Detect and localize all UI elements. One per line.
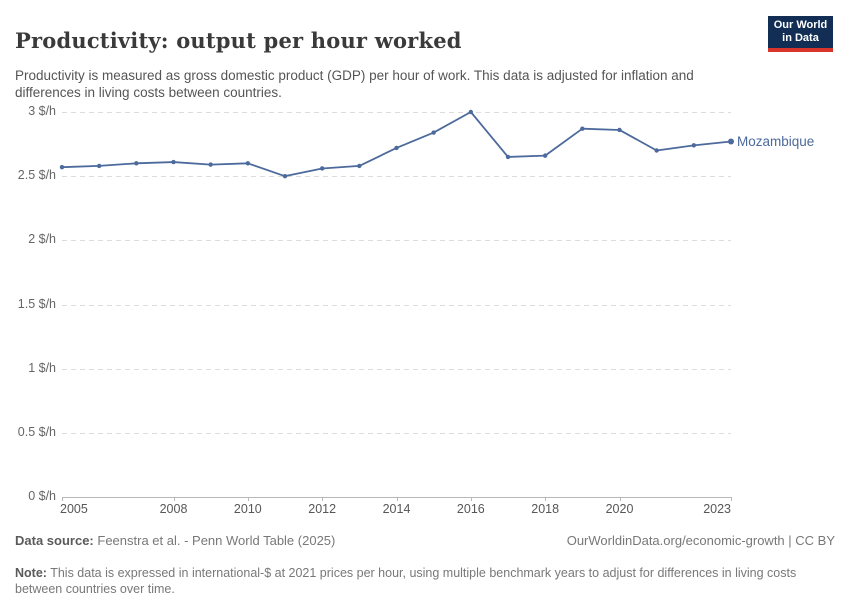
x-tick-mark-2005	[62, 497, 63, 501]
footer-source-row: Data source: Feenstra et al. - Penn Worl…	[15, 533, 835, 548]
data-point-2018[interactable]	[542, 153, 548, 158]
x-tick-label-2010: 2010	[233, 502, 262, 516]
data-point-2022[interactable]	[691, 143, 697, 148]
footer-license-link[interactable]: OurWorldinData.org/economic-growth | CC …	[566, 533, 835, 548]
data-point-2011[interactable]	[282, 173, 288, 179]
series-path[interactable]	[61, 111, 732, 178]
x-tick-label-2012: 2012	[308, 502, 337, 516]
x-tick-label-2023: 2023	[703, 502, 731, 516]
data-point-2007[interactable]	[134, 161, 139, 166]
data-source-value: Feenstra et al. - Penn World Table (2025…	[97, 533, 336, 548]
series-line-mozambique[interactable]	[59, 109, 734, 497]
x-tick-mark-2010	[247, 497, 249, 501]
x-tick-mark-2012	[322, 497, 324, 501]
data-point-2013[interactable]	[357, 163, 362, 169]
data-point-2023[interactable]	[728, 138, 734, 145]
data-point-2009[interactable]	[208, 162, 213, 167]
gridline-1.5	[62, 304, 731, 306]
data-point-2020[interactable]	[617, 127, 622, 133]
y-tick-label-1.5: 1.5 $/h	[17, 296, 56, 311]
series-label-mozambique[interactable]: Mozambique	[737, 133, 815, 149]
data-point-2015[interactable]	[431, 130, 436, 135]
page-title: Productivity: output per hour worked	[15, 28, 462, 54]
data-source-text: Data source: Feenstra et al. - Penn Worl…	[15, 533, 335, 548]
y-tick-label-1: 1 $/h	[28, 360, 56, 375]
y-tick-label-2.5: 2.5 $/h	[17, 168, 56, 183]
gridline-2.5	[62, 176, 731, 178]
x-tick-label-2018: 2018	[531, 502, 560, 516]
x-tick-label-2005: 2005	[60, 502, 88, 516]
x-tick-mark-2018	[545, 497, 547, 501]
x-tick-mark-2016	[470, 497, 472, 501]
x-tick-mark-2008	[173, 497, 175, 501]
x-tick-mark-2020	[619, 497, 621, 501]
data-point-2021[interactable]	[654, 148, 659, 153]
data-point-2012[interactable]	[319, 166, 325, 171]
footer-note-text: This data is expressed in international-…	[15, 565, 797, 597]
data-source-label: Data source:	[15, 533, 94, 548]
data-point-2008[interactable]	[171, 159, 176, 165]
gridline-3	[62, 112, 731, 113]
owid-logo-line2: in Data	[782, 32, 819, 44]
data-point-2014[interactable]	[394, 145, 399, 151]
y-tick-label-3: 3 $/h	[28, 104, 56, 118]
x-tick-label-2008: 2008	[159, 502, 188, 516]
data-point-2017[interactable]	[505, 154, 511, 160]
x-tick-mark-2014	[396, 497, 398, 501]
gridline-0.5	[62, 432, 731, 434]
x-tick-label-2014: 2014	[382, 502, 411, 516]
footer-note-label: Note:	[15, 565, 47, 580]
chart-subtitle: Productivity is measured as gross domest…	[15, 67, 694, 101]
x-tick-label-2016: 2016	[456, 502, 485, 516]
data-point-2010[interactable]	[245, 161, 251, 166]
footer-note: Note: This data is expressed in internat…	[15, 565, 835, 598]
owid-logo[interactable]: Our World in Data	[768, 16, 833, 52]
y-tick-label-2: 2 $/h	[28, 232, 56, 247]
y-tick-label-0.5: 0.5 $/h	[17, 424, 56, 439]
x-tick-label-2020: 2020	[605, 502, 634, 516]
data-point-2005[interactable]	[59, 164, 65, 170]
y-tick-label-0: 0 $/h	[28, 489, 56, 503]
gridline-2	[62, 240, 731, 242]
owid-logo-line1: Our World	[773, 19, 828, 31]
data-point-2006[interactable]	[96, 163, 102, 169]
data-point-2016[interactable]	[468, 109, 474, 115]
data-point-2019[interactable]	[580, 126, 585, 131]
gridline-1	[62, 368, 731, 370]
x-tick-mark-2023	[731, 497, 732, 501]
